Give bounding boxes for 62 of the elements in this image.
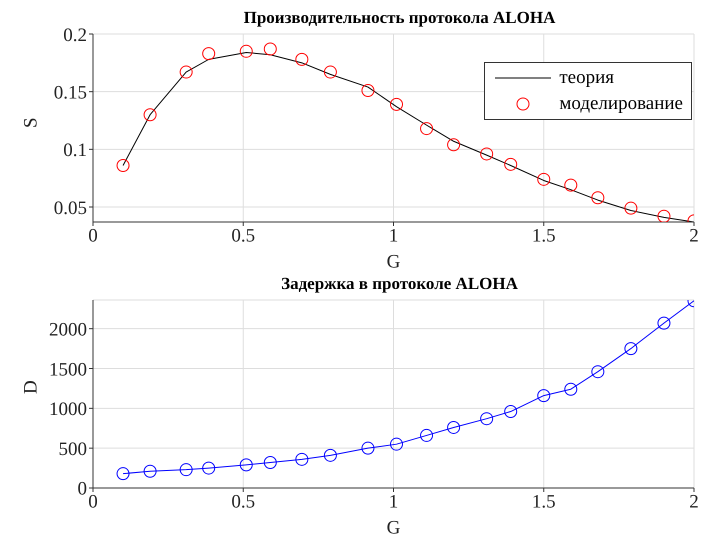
point <box>480 412 494 426</box>
x-tick-label: 1 <box>388 225 398 246</box>
y-tick-label: 0.2 <box>63 24 87 46</box>
point <box>504 158 518 171</box>
point <box>180 463 193 476</box>
point <box>264 456 277 470</box>
point <box>591 191 604 204</box>
x-tick-label: 1.5 <box>532 225 556 246</box>
point <box>202 47 216 60</box>
legend-label: моделирование <box>559 93 683 115</box>
chart-title: Производительность протокола ALOHA <box>244 8 556 27</box>
y-tick-label: 2000 <box>49 319 87 340</box>
point <box>624 342 638 356</box>
point <box>324 66 337 79</box>
x-tick-label: 2 <box>689 225 699 246</box>
x-tick-label: 1 <box>388 491 398 512</box>
point <box>144 108 157 122</box>
x-tick-label: 2 <box>689 491 699 512</box>
point <box>295 452 308 466</box>
point <box>295 52 308 66</box>
point <box>591 365 604 378</box>
y-tick-label: 0.1 <box>63 140 87 162</box>
point <box>537 172 550 186</box>
point <box>390 98 404 111</box>
y-tick-label: 1000 <box>49 399 87 420</box>
point <box>116 158 130 172</box>
point <box>447 138 460 152</box>
x-axis-title: G <box>386 517 401 538</box>
point <box>537 389 550 402</box>
point <box>657 210 670 222</box>
x-tick-label: 0.5 <box>231 491 256 512</box>
x-tick-label: 0.5 <box>231 225 256 246</box>
point <box>180 66 193 79</box>
y-axis-title: S <box>20 117 42 128</box>
point <box>480 147 494 160</box>
x-axis-title: G <box>386 251 401 272</box>
y-tick-label: 0.15 <box>54 82 87 104</box>
point <box>657 316 670 330</box>
point <box>144 464 157 478</box>
point <box>240 458 253 472</box>
point <box>420 428 434 442</box>
point <box>361 442 374 455</box>
legend-label: теория <box>559 67 614 89</box>
point <box>564 382 578 396</box>
point <box>116 467 130 480</box>
y-axis-title: D <box>20 380 42 394</box>
point <box>420 122 434 136</box>
y-tick-label: 500 <box>58 438 87 460</box>
point <box>624 202 638 215</box>
point <box>447 420 460 434</box>
point <box>202 462 216 475</box>
x-tick-label: 1.5 <box>532 491 556 512</box>
point <box>240 44 253 58</box>
point <box>390 438 404 451</box>
point <box>324 448 337 462</box>
point <box>504 405 518 418</box>
point <box>264 42 277 56</box>
point <box>564 178 578 192</box>
y-tick-label: 0.05 <box>54 198 87 219</box>
point <box>361 84 374 98</box>
chart-title: Задержка в протоколе ALOHA <box>280 274 519 294</box>
y-tick-label: 1500 <box>49 359 87 380</box>
